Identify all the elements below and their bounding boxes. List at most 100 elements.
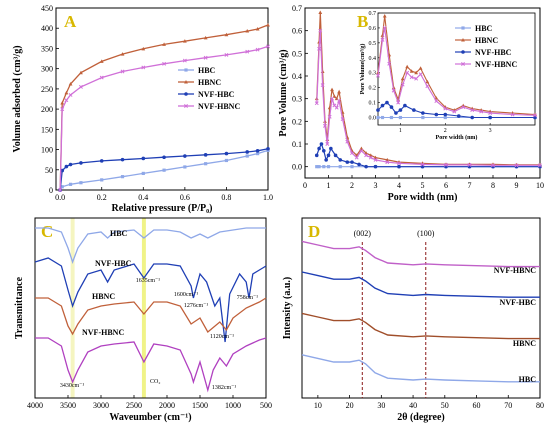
panel-c-annotation: 1276cm⁻¹ xyxy=(184,303,208,309)
panel-b-point xyxy=(397,161,401,166)
panel-b-ytick-label: 0.2 xyxy=(292,117,302,126)
panel-d-xlabel: 2θ (degree) xyxy=(397,412,445,423)
panel-b-ytick-label: 0.0 xyxy=(292,163,302,172)
panel-a-point xyxy=(141,65,146,70)
panel-a-point xyxy=(64,90,69,95)
panel-d-xtick-label: 80 xyxy=(536,401,544,410)
panel-b-point xyxy=(326,153,331,158)
panel-b-xlabel: Pore width (nm) xyxy=(388,192,458,203)
panel-a-point xyxy=(64,98,69,103)
panel-d-series-nvf-hbc xyxy=(301,271,540,298)
panel-b-point xyxy=(323,123,327,128)
panel-c-xtick-label: 2500 xyxy=(126,401,142,410)
panel-a-point xyxy=(79,161,83,165)
panel-b-xtick-label: 4 xyxy=(397,181,401,190)
panel-b-point xyxy=(322,165,326,169)
panel-a-point xyxy=(245,154,249,158)
panel-b-point xyxy=(491,163,495,168)
panel-a-point xyxy=(60,185,64,189)
panel-a-point xyxy=(255,47,260,52)
panel-c-annotation: 758cm⁻¹ xyxy=(237,295,258,301)
panel-c: 4000 3500 3000 2500 2000 1500 1000 500 Waveumber… xyxy=(14,217,272,423)
panel-a-xtick-label: 0.4 xyxy=(138,193,148,202)
panel-c-frame xyxy=(34,217,267,399)
panel-a-point xyxy=(183,165,187,169)
panel-a-point xyxy=(203,35,208,40)
panel-a-point xyxy=(266,146,270,151)
panel-a-point xyxy=(224,151,229,156)
panel-b-inset-point xyxy=(389,115,394,120)
panel-b-point xyxy=(350,160,354,164)
panel-a-legend-label: NVF-HBC xyxy=(198,90,235,99)
panel-a-point xyxy=(68,182,73,186)
panel-c-xlabel: Waveumber (cm⁻¹) xyxy=(109,412,191,423)
panel-a-point xyxy=(256,152,260,156)
panel-d-xtick-label: 30 xyxy=(377,401,385,410)
panel-a-xtick-label: 0.0 xyxy=(55,193,65,202)
panel-b-inset-point xyxy=(434,99,439,104)
panel-b-point xyxy=(514,163,519,168)
panel-b-inset-point xyxy=(443,112,448,117)
panel-b-inset-point xyxy=(412,108,416,112)
panel-b-legend-marker xyxy=(461,50,465,54)
panel-a-point xyxy=(79,181,83,185)
panel-b-point xyxy=(373,164,378,169)
panel-b-point xyxy=(538,163,542,168)
panel-b-inset-ytick-label: 0.2 xyxy=(369,86,377,92)
panel-b-ytick-label: 0.6 xyxy=(292,27,302,36)
panel-b-inset-point xyxy=(382,25,387,30)
panel-b-inset-point xyxy=(380,115,385,120)
panel-b-inset-point xyxy=(409,69,414,73)
panel-b-legend-marker xyxy=(461,62,465,66)
panel-a-frame xyxy=(55,7,269,191)
panel-a-point xyxy=(120,157,125,162)
panel-a-point xyxy=(120,52,125,56)
panel-a-point xyxy=(224,158,229,163)
panel-b-point xyxy=(337,89,341,94)
panel-b-inset-ytick-label: 0.4 xyxy=(369,56,377,62)
panel-a-ytick-label: 0 xyxy=(49,186,53,195)
panel-b-inset-point xyxy=(409,75,414,80)
panel-b-inset-point xyxy=(488,115,492,120)
panel-b-inset-point xyxy=(380,103,385,108)
panel-b-inset-point xyxy=(434,112,439,117)
panel-b-point xyxy=(444,162,448,167)
panel-d-xtick-label: 70 xyxy=(504,401,512,410)
panel-a-point xyxy=(245,29,250,33)
panel-b-inset-point xyxy=(394,111,398,115)
panel-b-inset-point xyxy=(418,66,423,70)
panel-b-inset-xlabel: Pore width (nm) xyxy=(436,134,478,141)
panel-a-point xyxy=(162,42,166,46)
panel-b-point xyxy=(326,165,331,169)
panel-a-point xyxy=(224,32,229,37)
panel-b-inset-point xyxy=(400,82,405,87)
panel-b-point xyxy=(368,155,373,160)
panel-a-point xyxy=(224,52,229,57)
panel-c-series-nvf-hbc xyxy=(34,257,267,343)
panel-c-xtick-label: 3500 xyxy=(60,401,76,410)
panel-b-inset-point xyxy=(425,84,430,89)
panel-b-ytick-label: 0.1 xyxy=(292,140,302,149)
panel-b-point xyxy=(337,98,342,103)
panel-a-point xyxy=(99,75,104,80)
panel-b-xtick-label: 10 xyxy=(536,181,544,190)
panel-b-xtick-label: 9 xyxy=(515,181,519,190)
panel-b-inset-point xyxy=(488,111,493,116)
panel-b-point xyxy=(334,105,339,110)
panel-b-inset-point xyxy=(382,13,387,18)
panel-a-point xyxy=(100,178,104,182)
panel-b-inset-point xyxy=(387,61,392,66)
panel-a-series-hbc xyxy=(59,149,269,191)
panel-b-xtick-label: 7 xyxy=(468,181,472,190)
panel-b-ytick-label: 0.3 xyxy=(292,95,302,104)
panel-c-xtick-label: 2000 xyxy=(159,401,175,410)
panel-b-legend-label: NVF-HBC xyxy=(475,48,512,57)
panel-b-inset-point xyxy=(443,115,447,120)
panel-a-point xyxy=(182,58,187,63)
panel-a-point xyxy=(255,148,260,153)
panel-a-xtick-label: 0.6 xyxy=(180,193,190,202)
panel-b-inset-point xyxy=(443,106,448,111)
panel-a-point xyxy=(203,55,208,60)
panel-c-annotation: CO₂ xyxy=(150,379,160,385)
